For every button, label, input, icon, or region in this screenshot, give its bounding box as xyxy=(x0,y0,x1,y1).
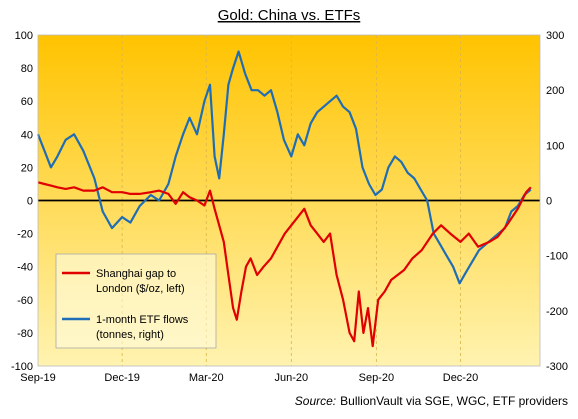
left-tick-label: -20 xyxy=(17,229,33,241)
legend-label-etf-1: 1-month ETF flows xyxy=(96,314,189,326)
left-tick-label: 0 xyxy=(27,196,33,208)
legend-label-shanghai-1: Shanghai gap to xyxy=(96,268,176,280)
series-line-0 xyxy=(37,181,532,348)
source-text: BullionVault via SGE, WGC, ETF providers xyxy=(340,394,568,408)
left-tick-label: -80 xyxy=(17,328,33,340)
legend-label-shanghai-2: London ($/oz, left) xyxy=(96,283,185,295)
left-tick-label: -100 xyxy=(11,361,33,373)
source-prefix: Source: xyxy=(295,394,336,408)
left-tick-label: 100 xyxy=(15,30,33,42)
right-tick-label: -200 xyxy=(546,306,568,318)
x-tick-label: Dec-19 xyxy=(104,372,139,384)
right-tick-label: 100 xyxy=(546,140,564,152)
right-tick-label: -300 xyxy=(546,361,568,373)
right-tick-label: 0 xyxy=(546,196,552,208)
left-axis-ticks: -100 -80 -60 -40 -20 0 20 40 60 80 100 xyxy=(11,30,33,373)
left-tick-label: -60 xyxy=(17,295,33,307)
x-tick-label: Jun-20 xyxy=(274,372,308,384)
right-axis-ticks: -300 -200 -100 0 100 200 300 xyxy=(546,30,568,373)
legend-label-etf-2: (tonnes, right) xyxy=(96,329,164,341)
series-lines xyxy=(36,50,532,348)
right-tick-label: 300 xyxy=(546,30,564,42)
series-line-1 xyxy=(36,50,532,285)
legend: Shanghai gap to London ($/oz, left) 1-mo… xyxy=(55,253,217,349)
legend-box xyxy=(55,253,217,349)
x-axis-ticks: Sep-19 Dec-19 Mar-20 Jun-20 Sep-20 Dec-20 xyxy=(20,372,478,384)
left-tick-label: 60 xyxy=(21,96,33,108)
x-tick-label: Sep-19 xyxy=(20,372,55,384)
grid-lines xyxy=(121,35,461,366)
left-tick-label: 40 xyxy=(21,129,33,141)
left-tick-label: -40 xyxy=(17,262,33,274)
left-tick-label: 20 xyxy=(21,162,33,174)
right-tick-label: 200 xyxy=(546,85,564,97)
right-tick-label: -100 xyxy=(546,251,568,263)
chart-title: Gold: China vs. ETFs xyxy=(218,7,361,24)
source-note: Source: BullionVault via SGE, WGC, ETF pr… xyxy=(295,394,568,408)
left-tick-label: 80 xyxy=(21,63,33,75)
x-tick-label: Dec-20 xyxy=(443,372,478,384)
plot-border xyxy=(37,34,541,367)
x-tick-label: Mar-20 xyxy=(189,372,224,384)
x-tick-label: Sep-20 xyxy=(359,372,394,384)
